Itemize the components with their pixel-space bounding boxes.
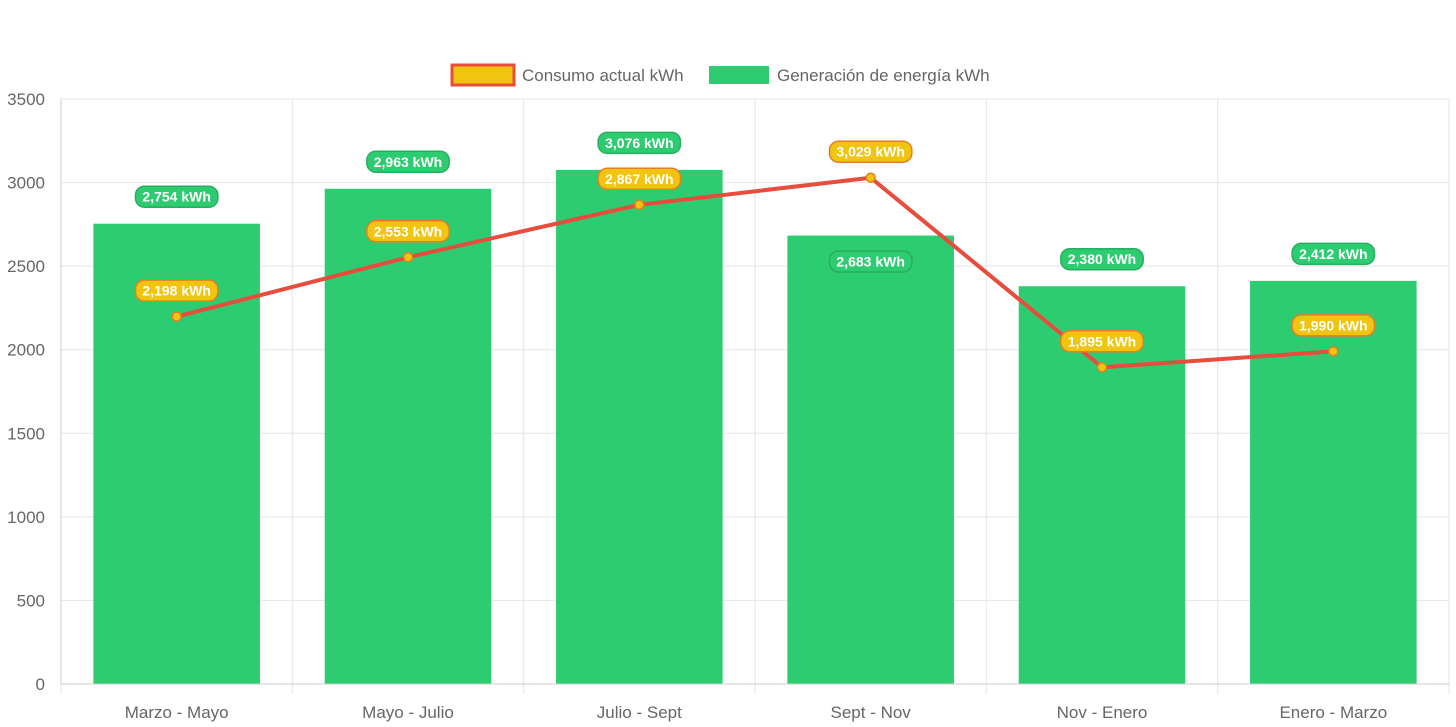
x-tick-label: Sept - Nov — [831, 703, 912, 722]
grid — [60, 98, 1450, 694]
axes: 0 500 1000 1500 2000 2500 3000 3500 Marzo - Mayo… — [7, 90, 1449, 722]
bar-data-label: 2,380 kWh — [1060, 247, 1144, 271]
bar-series — [93, 169, 1417, 684]
bar — [787, 235, 954, 684]
line-data-label-text: 2,553 kWh — [374, 223, 442, 239]
line-data-label: 3,029 kWh — [828, 140, 913, 163]
legend-swatch-generacion[interactable] — [709, 66, 769, 84]
line-data-label: 1,990 kWh — [1291, 314, 1376, 337]
bar-data-label-bg — [134, 185, 219, 208]
bar-data-label-text: 2,754 kWh — [142, 189, 210, 205]
x-tick-label: Julio - Sept — [597, 703, 682, 722]
bar — [1250, 280, 1417, 684]
legend-swatch-consumo[interactable] — [450, 63, 516, 87]
line-data-label: 2,198 kWh — [134, 279, 219, 302]
y-tick-label: 3000 — [7, 174, 45, 193]
bar-data-label-bg — [1060, 247, 1144, 271]
y-tick-label: 500 — [17, 591, 45, 610]
line-data-label-bg — [1291, 314, 1376, 337]
x-tick-label: Nov - Enero — [1057, 703, 1148, 722]
line-data-label: 1,895 kWh — [1060, 330, 1144, 353]
bar-data-label-text: 2,412 kWh — [1299, 246, 1367, 262]
y-tick-label: 0 — [36, 675, 45, 694]
bar-data-label: 3,076 kWh — [597, 131, 682, 155]
bar-data-label: 2,754 kWh — [134, 185, 219, 208]
line-data-label-bg — [134, 279, 219, 302]
line-data-label: 2,553 kWh — [366, 220, 450, 243]
y-tick-label: 2500 — [7, 257, 45, 276]
bar-data-label-text: 2,963 kWh — [374, 154, 442, 170]
bar-data-label-bg — [366, 150, 450, 174]
line-data-label-text: 3,029 kWh — [836, 144, 904, 160]
y-tick-label: 3500 — [7, 90, 45, 109]
bar-data-label-bg — [828, 250, 913, 273]
data-labels: 2,754 kWh 2,963 kWh 3,076 kWh 2,683 kWh 2,38… — [134, 131, 1376, 353]
line-point — [171, 311, 182, 322]
x-tick-label: Marzo - Mayo — [125, 703, 229, 722]
y-tick-label: 2000 — [7, 341, 45, 360]
line-point — [1328, 346, 1339, 357]
legend: Consumo actual kWh Generación de energía… — [450, 63, 990, 87]
line-data-label-bg — [597, 167, 682, 191]
line-data-label-text: 2,198 kWh — [142, 283, 210, 299]
line-data-label-text: 1,990 kWh — [1299, 317, 1367, 333]
bar-data-label: 2,412 kWh — [1291, 242, 1376, 266]
legend-label-generacion[interactable]: Generación de energía kWh — [777, 66, 990, 85]
legend-label-consumo[interactable]: Consumo actual kWh — [522, 66, 684, 85]
line-data-label: 2,867 kWh — [597, 167, 682, 191]
line-data-label-text: 1,895 kWh — [1068, 333, 1136, 349]
y-tick-label: 1000 — [7, 508, 45, 527]
bar-data-label-bg — [597, 131, 682, 155]
line-point — [634, 199, 645, 211]
bar-data-label-text: 3,076 kWh — [605, 135, 673, 151]
x-tick-label: Mayo - Julio — [362, 703, 454, 722]
line-point — [865, 172, 876, 183]
bar-data-label-bg — [1291, 242, 1376, 266]
line-path — [176, 175, 1334, 370]
line-data-label-bg — [828, 140, 913, 163]
bar-data-label: 2,683 kWh — [828, 250, 913, 273]
bar — [324, 188, 492, 684]
line-data-label-bg — [1060, 330, 1144, 353]
bar-data-label-text: 2,380 kWh — [1068, 251, 1136, 267]
y-tick-label: 1500 — [7, 424, 45, 443]
x-tick-label: Enero - Marzo — [1279, 703, 1387, 722]
line-series — [171, 172, 1339, 373]
line-data-label-text: 2,867 kWh — [605, 171, 673, 187]
bar-data-label-text: 2,683 kWh — [836, 254, 904, 270]
bar-data-label: 2,963 kWh — [366, 150, 450, 174]
line-point — [402, 252, 414, 263]
line-point — [1096, 362, 1108, 373]
bar — [556, 169, 723, 684]
line-data-label-bg — [366, 220, 450, 243]
